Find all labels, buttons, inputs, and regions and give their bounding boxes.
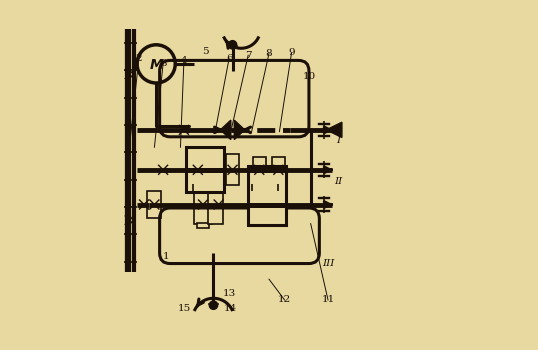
Text: I: I xyxy=(336,136,341,145)
Text: 3: 3 xyxy=(160,60,166,68)
Bar xyxy=(272,156,285,183)
Bar xyxy=(186,147,224,192)
Bar xyxy=(225,154,239,186)
Text: 15: 15 xyxy=(178,304,190,313)
Text: 1: 1 xyxy=(163,252,170,261)
Polygon shape xyxy=(326,122,342,138)
Text: 11: 11 xyxy=(321,295,335,304)
Text: 13: 13 xyxy=(222,288,236,298)
Text: 9: 9 xyxy=(288,48,295,57)
Text: II: II xyxy=(334,177,343,187)
Text: 6: 6 xyxy=(226,54,232,63)
Bar xyxy=(194,184,212,224)
Bar xyxy=(147,191,161,218)
Text: 8: 8 xyxy=(266,49,272,58)
Text: 10: 10 xyxy=(302,71,316,80)
Text: 7: 7 xyxy=(245,51,251,60)
Circle shape xyxy=(137,45,175,83)
Text: 4: 4 xyxy=(181,56,187,65)
Text: 2: 2 xyxy=(136,54,142,63)
Bar xyxy=(248,166,286,225)
Bar xyxy=(253,156,266,183)
Bar xyxy=(197,181,209,186)
Polygon shape xyxy=(221,120,231,140)
Bar xyxy=(197,223,209,228)
Text: III: III xyxy=(322,259,334,268)
Circle shape xyxy=(209,301,217,309)
Bar xyxy=(208,184,223,224)
Text: 14: 14 xyxy=(224,304,237,313)
Text: 12: 12 xyxy=(278,295,291,304)
Polygon shape xyxy=(234,120,245,140)
Text: 5: 5 xyxy=(202,47,209,56)
Circle shape xyxy=(228,41,237,49)
Bar xyxy=(191,154,204,186)
Text: M: M xyxy=(149,58,163,72)
